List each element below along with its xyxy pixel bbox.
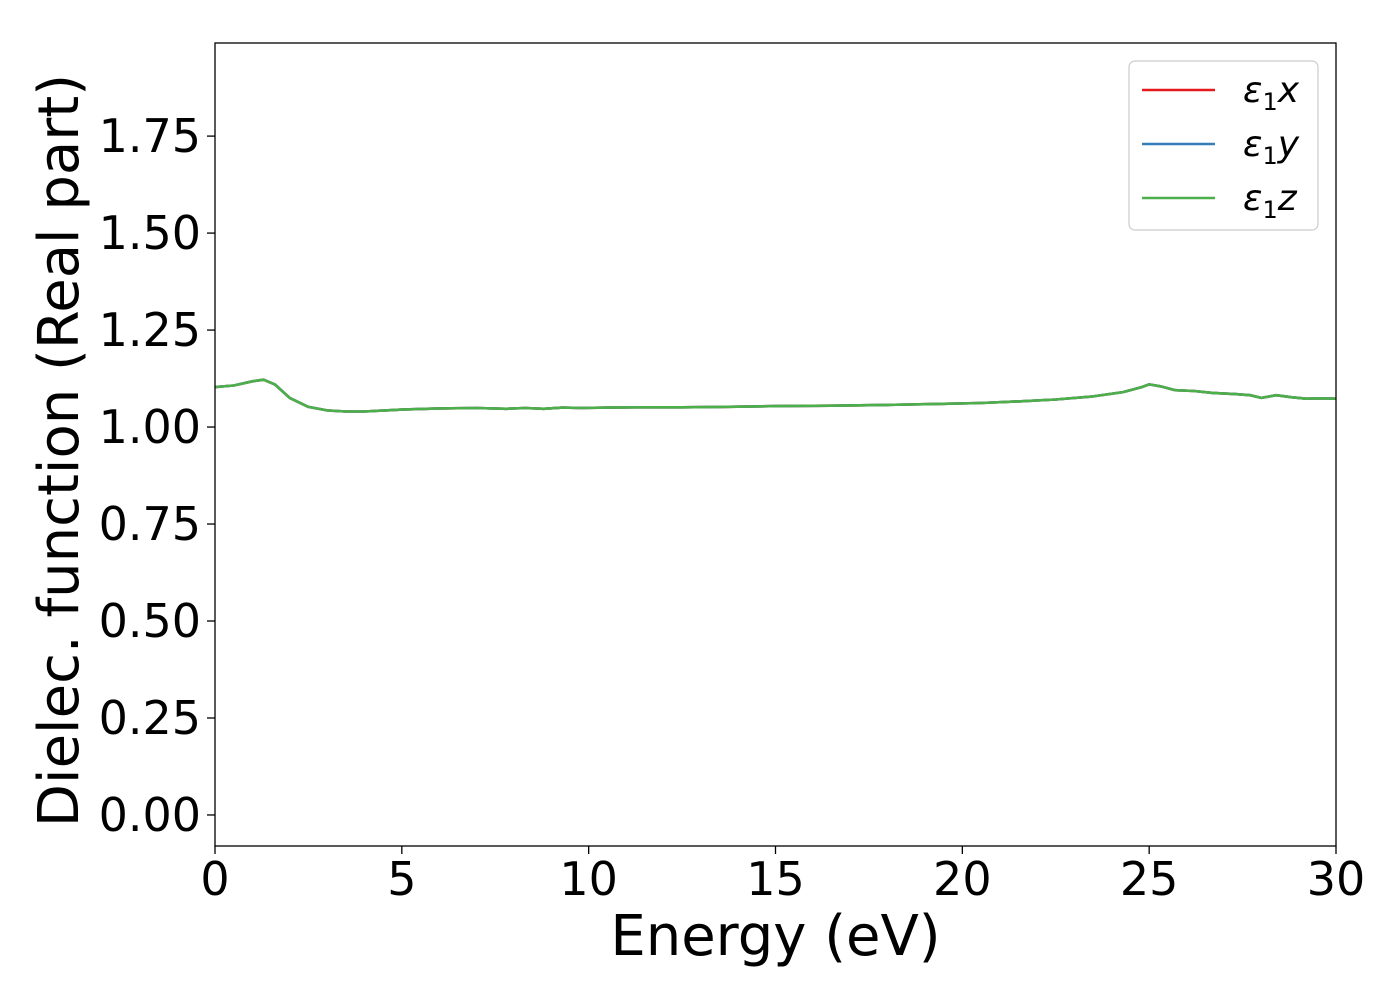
legend-label-x: ε1x: [1243, 70, 1300, 116]
y-tick-label: 1.75: [99, 109, 201, 163]
x-tick-label: 20: [933, 852, 992, 906]
legend-label-z: ε1z: [1243, 178, 1298, 224]
y-tick-label: 1.50: [99, 206, 201, 260]
series-layer: [215, 378, 1336, 413]
x-axis-title: Energy (eV): [610, 904, 940, 969]
x-tick-label: 5: [387, 852, 416, 906]
y-tick-label: 0.00: [99, 788, 201, 842]
legend-box: [1128, 60, 1319, 231]
x-tick-label: 30: [1307, 852, 1366, 906]
series-line-z: [215, 378, 1336, 413]
legend-label-y: ε1y: [1243, 124, 1300, 170]
x-tick-label: 25: [1120, 852, 1179, 906]
x-tick-label: 10: [559, 852, 618, 906]
y-tick-label: 1.00: [99, 400, 201, 454]
y-axis-ticks: 0.00 0.25 0.50 0.75 1.00 1.25 1.50 1.75: [99, 109, 215, 842]
x-tick-label: 0: [200, 852, 229, 906]
legend: ε1x ε1y ε1z: [1128, 60, 1319, 231]
x-axis-ticks: 0 5 10 15 20 25 30: [200, 846, 1365, 906]
y-tick-label: 0.75: [99, 497, 201, 551]
y-tick-label: 0.25: [99, 691, 201, 745]
y-axis-title: Dielec. function (Real part): [27, 74, 92, 827]
y-tick-label: 1.25: [99, 303, 201, 357]
x-tick-label: 15: [746, 852, 805, 906]
y-tick-label: 0.50: [99, 594, 201, 648]
